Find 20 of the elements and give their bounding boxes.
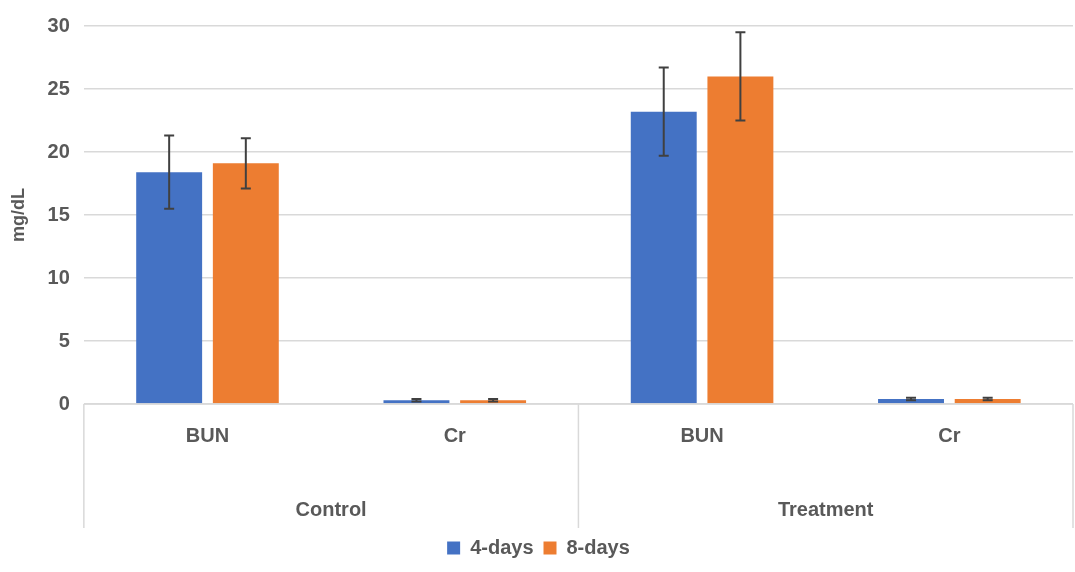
bar xyxy=(707,76,774,404)
bar xyxy=(136,172,203,404)
y-tick-label: 25 xyxy=(47,76,70,99)
x-tick-label: BUN xyxy=(680,423,724,446)
legend-label: 8-days xyxy=(566,535,630,558)
x-tick-label: BUN xyxy=(185,423,230,446)
y-tick-label: 10 xyxy=(47,265,70,288)
x-tick-label: Cr xyxy=(443,423,467,446)
x-tick-label: Cr xyxy=(938,423,961,446)
text: Treatment xyxy=(777,497,874,520)
legend-label: 4-days xyxy=(470,535,534,558)
y-tick-label: 5 xyxy=(58,328,70,351)
y-tick-label: 20 xyxy=(47,139,70,162)
bar xyxy=(212,163,279,404)
bar xyxy=(630,111,697,404)
text: Control xyxy=(295,497,367,520)
y-tick-label: 0 xyxy=(58,391,70,414)
y-tick-label: 30 xyxy=(47,13,70,36)
y-axis-title: mg/dL xyxy=(7,188,28,242)
y-tick-label: 15 xyxy=(47,202,70,225)
